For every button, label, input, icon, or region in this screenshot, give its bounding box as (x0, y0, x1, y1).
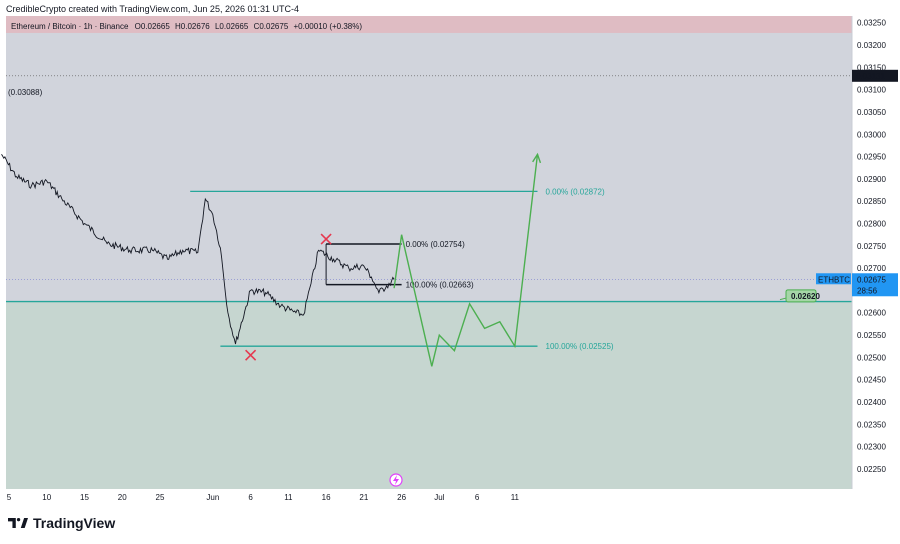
tradingview-logo-icon (8, 518, 28, 528)
y-tick-label: 0.03200 (857, 41, 886, 50)
x-tick-label: 6 (248, 493, 253, 502)
c-label: C (254, 22, 260, 31)
o-value: 0.02665 (141, 22, 170, 31)
series-layer (1, 152, 542, 367)
h-label: H (175, 22, 181, 31)
x-tick-label: 11 (511, 493, 520, 502)
green-price-callout-text: 0.02620 (791, 292, 820, 301)
fib-level-label: 0.00% (0.02872) (546, 187, 605, 196)
fib-level-label: 0.00% (0.02754) (406, 240, 465, 249)
x-axis-bar (0, 489, 900, 505)
y-tick-label: 0.02550 (857, 331, 886, 340)
marker-layer: 0.02620 (245, 233, 820, 361)
background-layer (6, 16, 852, 489)
x-tick-label: 5 (7, 493, 12, 502)
y-tick-label: 0.02350 (857, 420, 886, 429)
current-price-countdown: 28:56 (857, 286, 878, 295)
x-tick-label: Jun (206, 493, 219, 502)
y-tick-label: 0.02400 (857, 398, 886, 407)
brand-name: TradingView (33, 515, 116, 531)
y-tick-label: 0.02500 (857, 353, 886, 362)
green-zone (6, 301, 852, 489)
symbol-tag-text: ETHBTC (818, 275, 850, 284)
marked-price-tag (852, 69, 898, 82)
y-tick-label: 0.02300 (857, 443, 886, 452)
chart-caption: CredibleCrypto created with TradingView.… (6, 4, 299, 14)
ohlc-legend: Ethereum / Bitcoin · 1h · Binance O0.026… (8, 22, 362, 97)
projection-arrowhead (532, 152, 542, 164)
x-tick-label: 6 (475, 493, 480, 502)
left-price-label: (0.03088) (8, 88, 43, 97)
x-tick-label: 10 (42, 493, 51, 502)
projection-path (393, 154, 539, 367)
price-line-ethbtc (1, 154, 395, 345)
x-tick-label: 21 (359, 493, 368, 502)
c-value: 0.02675 (259, 22, 288, 31)
y-tick-label: 0.02850 (857, 197, 886, 206)
x-tick-label: 11 (284, 493, 293, 502)
y-tick-label: 0.02450 (857, 376, 886, 385)
red-band (6, 16, 852, 33)
y-tick-label: 0.02250 (857, 465, 886, 474)
y-tick-label: 0.03250 (857, 19, 886, 28)
y-tick-label: 0.03050 (857, 108, 886, 117)
y-tick-label: 0.03150 (857, 63, 886, 72)
fib-level-label: 100.00% (0.02663) (406, 281, 474, 290)
y-tick-label: 0.02900 (857, 175, 886, 184)
fib-level-label: 100.00% (0.02525) (546, 342, 614, 351)
ohlc-header: Ethereum / Bitcoin · 1h · Binance O0.026… (11, 22, 362, 31)
symbol-title: Ethereum / Bitcoin · 1h · Binance (11, 22, 129, 31)
y-tick-label: 0.03000 (857, 130, 886, 139)
green-price-callout (785, 289, 817, 303)
y-tick-label: 0.02800 (857, 219, 886, 228)
x-tick-label: 16 (322, 493, 331, 502)
x-tick-label: 26 (397, 493, 406, 502)
axis-layer: 0.03250 0.03200 0.03150 0.03100 0.03050 0.030… (0, 16, 900, 505)
o-label: O (135, 22, 141, 31)
h-value: 0.02676 (181, 22, 210, 31)
cross-marker (245, 349, 257, 361)
l-value: 0.02665 (219, 22, 248, 31)
x-tick-label: 25 (156, 493, 165, 502)
marked-price-tag-text: 0.03131 (856, 72, 885, 81)
current-price-tag (852, 273, 898, 297)
y-tick-label: 0.02950 (857, 153, 886, 162)
change-value: +0.00010 (+0.38%) (294, 22, 363, 31)
l-label: L (215, 22, 220, 31)
tradingview-logo[interactable]: TradingView (8, 515, 115, 531)
x-tick-label: 15 (80, 493, 89, 502)
x-tick-label: 20 (118, 493, 127, 502)
y-tick-label: 0.02700 (857, 264, 886, 273)
y-tick-label: 0.02750 (857, 242, 886, 251)
x-tick-label: Jul (434, 493, 444, 502)
cross-marker (320, 233, 332, 245)
current-price-value: 0.02675 (857, 275, 886, 284)
flash-icon[interactable] (389, 473, 403, 487)
y-tick-label: 0.03100 (857, 86, 886, 95)
y-tick-label: 0.02600 (857, 309, 886, 318)
symbol-tag (816, 273, 851, 285)
